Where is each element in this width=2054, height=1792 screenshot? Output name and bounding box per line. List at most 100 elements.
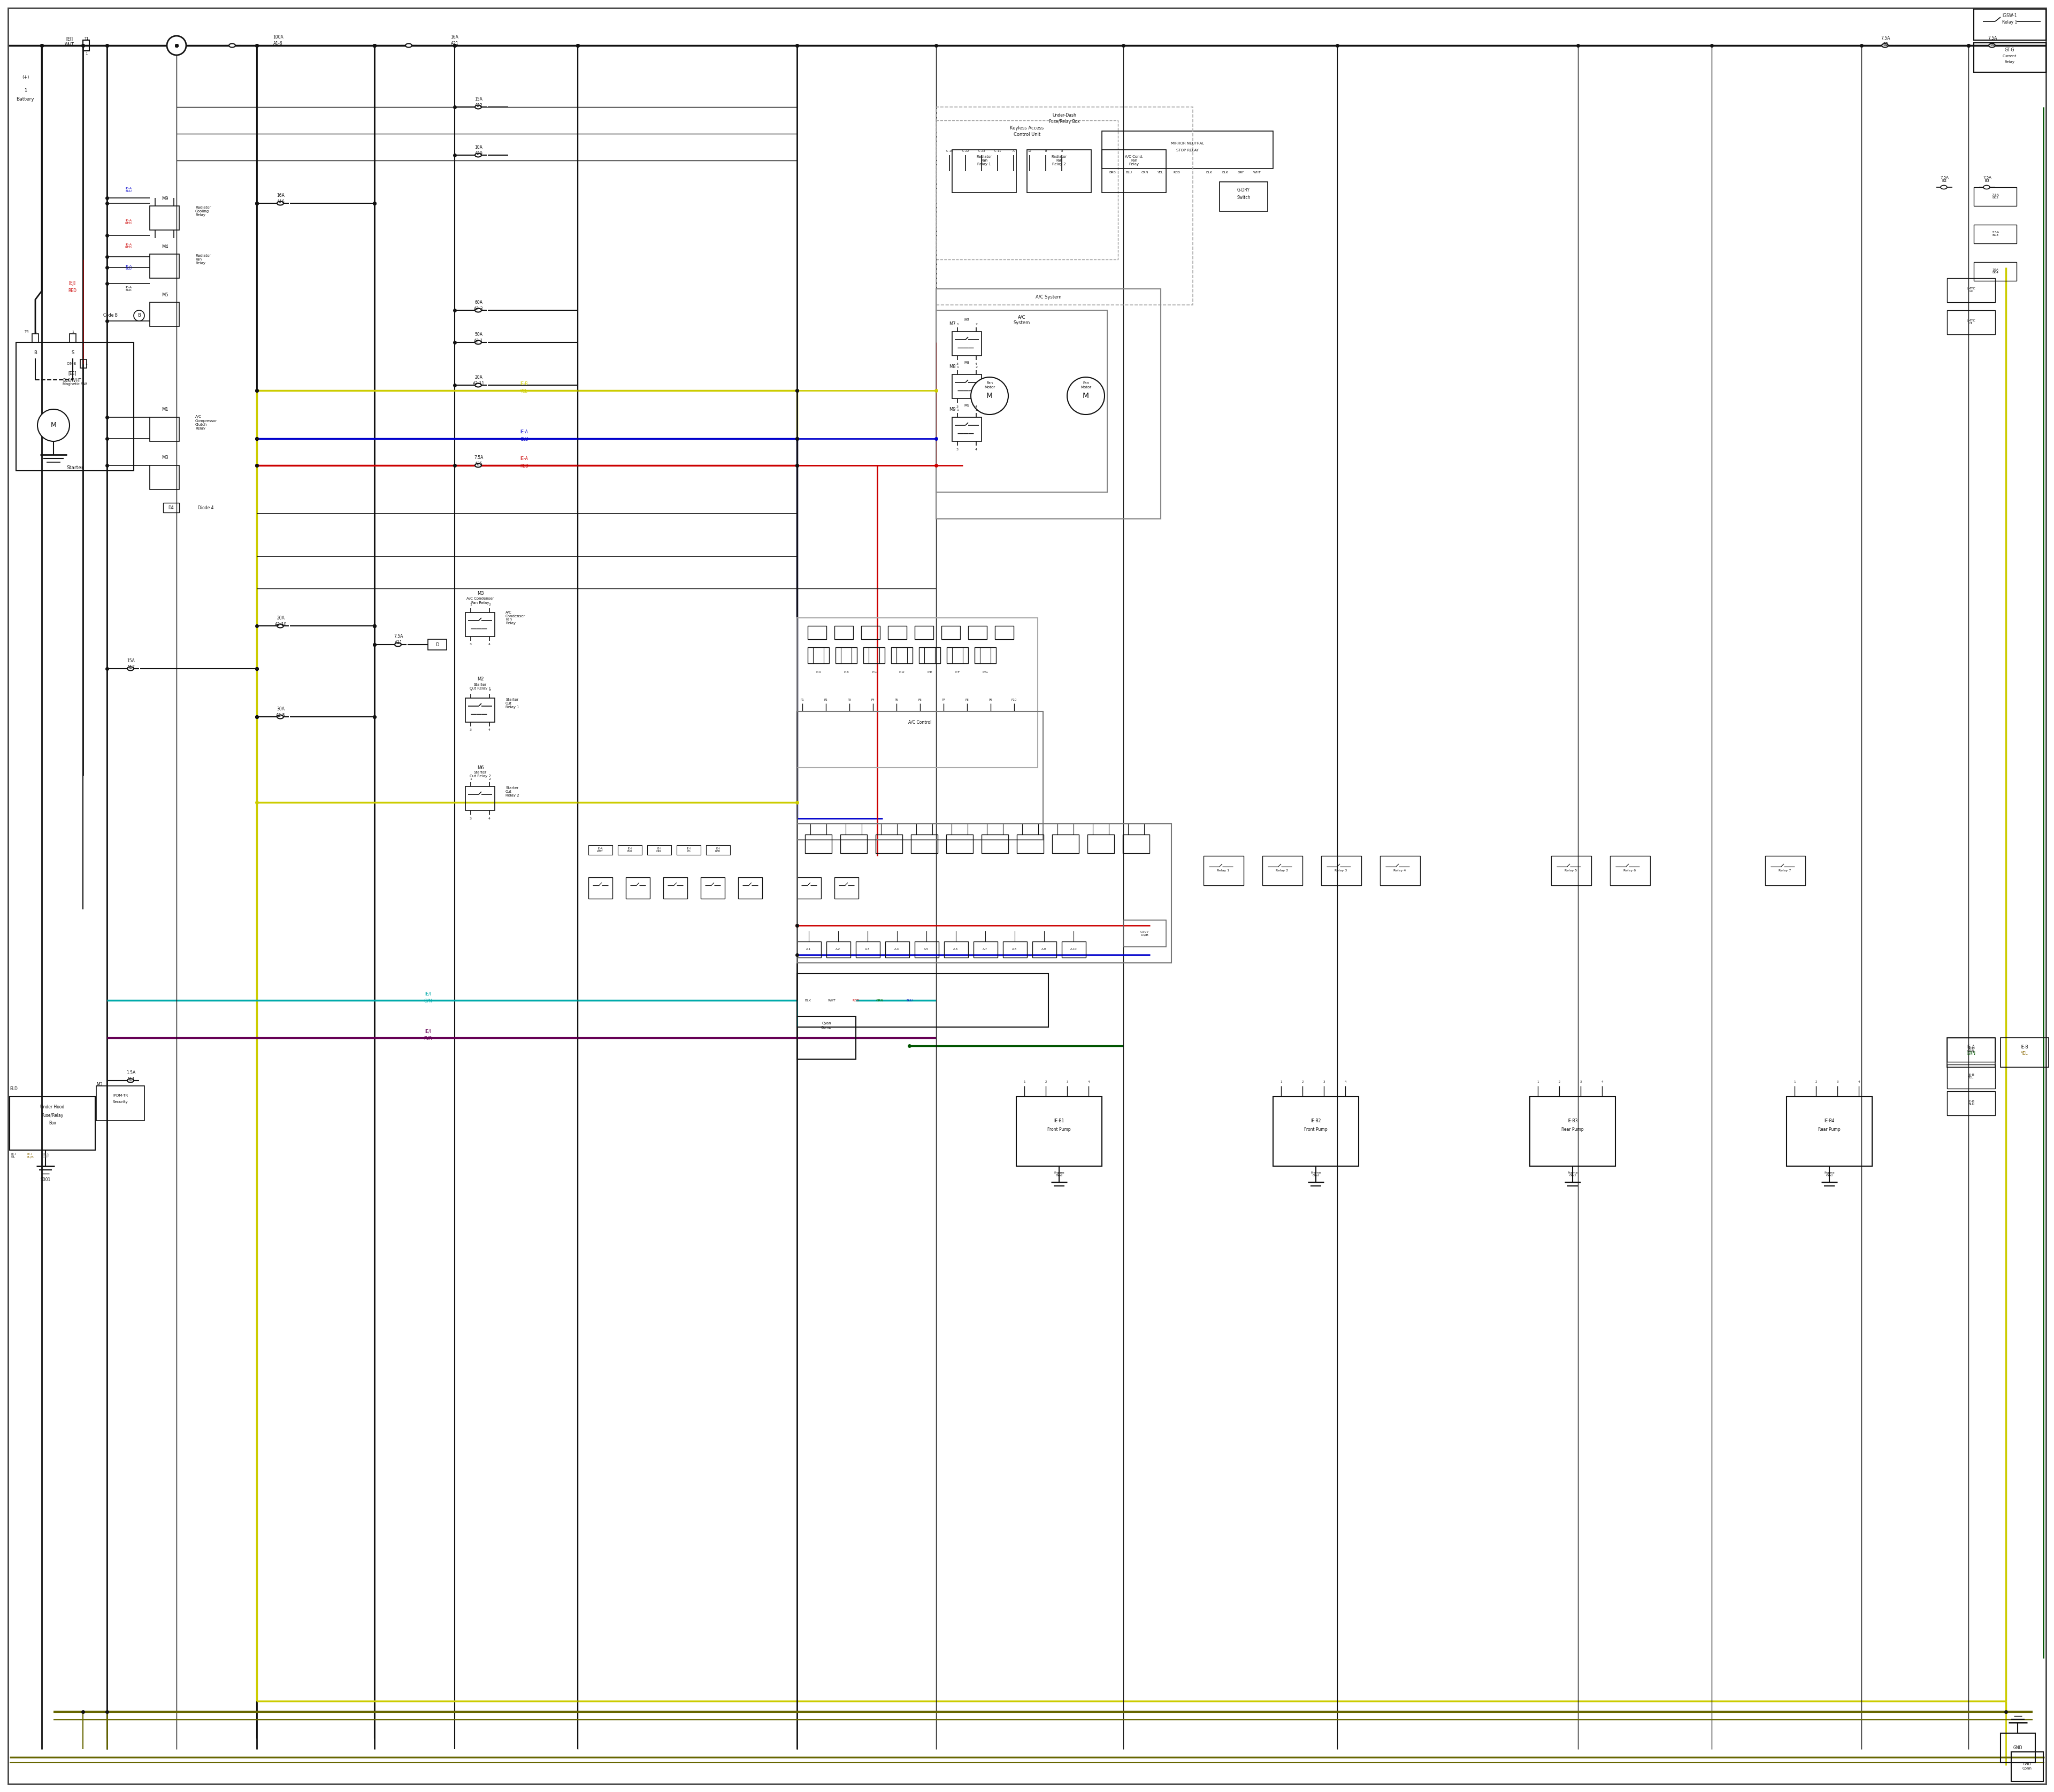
Text: Rear Pump: Rear Pump: [1561, 1127, 1584, 1133]
Text: WHT: WHT: [828, 998, 836, 1002]
Circle shape: [134, 310, 144, 321]
Text: Relay 5: Relay 5: [1565, 869, 1577, 873]
Bar: [1947, 310, 1994, 335]
Text: P9: P9: [988, 699, 992, 701]
Text: B1: B1: [1990, 43, 1994, 47]
Text: 4: 4: [489, 643, 491, 645]
Text: 2: 2: [489, 690, 491, 692]
Bar: [82, 39, 88, 50]
Text: A2-11: A2-11: [472, 382, 485, 385]
Text: Switch: Switch: [1237, 195, 1251, 201]
Text: (+): (+): [23, 75, 29, 81]
Text: 3: 3: [470, 643, 472, 645]
Text: CYN: CYN: [423, 998, 431, 1004]
Text: A11: A11: [394, 640, 403, 645]
Text: IE-I
RED: IE-I RED: [715, 848, 721, 853]
Text: 4: 4: [976, 405, 978, 409]
Text: YEL: YEL: [520, 389, 528, 394]
Ellipse shape: [1984, 185, 1990, 190]
Text: 7.5A
B02: 7.5A B02: [1992, 194, 1999, 199]
Bar: [663, 878, 688, 898]
Text: Relay: Relay: [2005, 61, 2015, 65]
Text: 1.5A: 1.5A: [127, 1070, 136, 1075]
Text: M9: M9: [949, 407, 955, 412]
Bar: [427, 640, 446, 650]
Text: Frame
Gnd: Frame Gnd: [1824, 1172, 1834, 1177]
Text: A-6: A-6: [953, 948, 959, 952]
Bar: [797, 824, 1171, 962]
Text: A2-10: A2-10: [275, 622, 288, 627]
Bar: [10, 1097, 94, 1150]
Ellipse shape: [474, 383, 481, 387]
Bar: [807, 647, 830, 663]
Bar: [1002, 941, 1027, 957]
Text: 1: 1: [470, 690, 472, 692]
Text: Starter
Cut
Relay 1: Starter Cut Relay 1: [505, 699, 520, 710]
Text: A22: A22: [474, 102, 483, 108]
Text: 3: 3: [957, 362, 959, 366]
Text: [EI]: [EI]: [66, 36, 74, 41]
Text: Control Unit: Control Unit: [1013, 133, 1041, 138]
Text: 1: 1: [84, 362, 86, 366]
Text: Starter: Starter: [66, 466, 84, 470]
Text: P5: P5: [896, 699, 898, 701]
Text: 4: 4: [976, 448, 978, 450]
Bar: [150, 254, 179, 278]
Bar: [587, 878, 612, 898]
Ellipse shape: [228, 43, 236, 47]
Text: 30A: 30A: [277, 706, 286, 711]
Bar: [1124, 835, 1150, 853]
Bar: [1380, 857, 1419, 885]
Text: M7: M7: [963, 319, 969, 321]
Text: Frame
Gnd: Frame Gnd: [1310, 1172, 1321, 1177]
Text: 1: 1: [470, 778, 472, 780]
Bar: [1974, 186, 2017, 206]
Bar: [836, 647, 857, 663]
Text: 3: 3: [957, 405, 959, 409]
Bar: [805, 835, 832, 853]
Bar: [834, 625, 852, 640]
Text: 7.5A
B3: 7.5A B3: [1982, 176, 1992, 183]
Text: A29: A29: [474, 151, 483, 156]
Text: Relay 4: Relay 4: [1393, 869, 1407, 873]
Ellipse shape: [277, 201, 283, 204]
Text: P-D: P-D: [900, 670, 904, 674]
Text: IE-A
RED: IE-A RED: [125, 244, 131, 249]
Text: 4: 4: [489, 817, 491, 819]
Bar: [150, 466, 179, 489]
Text: Code B: Code B: [103, 314, 117, 317]
Text: IE/I: IE/I: [425, 1029, 431, 1034]
Bar: [1321, 857, 1362, 885]
Bar: [861, 625, 879, 640]
Text: IGSW-1: IGSW-1: [2003, 14, 2017, 18]
Bar: [97, 1086, 144, 1120]
Bar: [797, 973, 1048, 1027]
Text: A2-3: A2-3: [474, 306, 483, 312]
Text: M: M: [986, 392, 992, 400]
Bar: [891, 647, 912, 663]
Text: Security: Security: [113, 1100, 127, 1104]
Bar: [1947, 1038, 1994, 1063]
Bar: [974, 941, 998, 957]
Text: [EJ]: [EJ]: [68, 281, 76, 287]
Bar: [937, 120, 1117, 260]
Text: A-4: A-4: [896, 948, 900, 952]
Bar: [587, 846, 612, 855]
Bar: [162, 504, 179, 513]
Bar: [857, 941, 879, 957]
Bar: [1124, 919, 1167, 946]
Text: WHT: WHT: [1253, 172, 1261, 174]
Text: IE-B: IE-B: [520, 382, 528, 387]
Bar: [945, 941, 967, 957]
Text: IE-A
BLK: IE-A BLK: [125, 287, 131, 292]
Bar: [1764, 857, 1805, 885]
Text: M3: M3: [97, 1082, 103, 1088]
Ellipse shape: [1881, 43, 1888, 47]
Text: Fan
Motor: Fan Motor: [1080, 382, 1091, 389]
Text: 60A: 60A: [474, 299, 483, 305]
Text: Fan
Motor: Fan Motor: [984, 382, 994, 389]
Bar: [797, 711, 1043, 840]
Text: MIRROR NEUTRAL: MIRROR NEUTRAL: [1171, 142, 1204, 145]
Text: M7: M7: [949, 323, 955, 326]
Bar: [707, 846, 729, 855]
